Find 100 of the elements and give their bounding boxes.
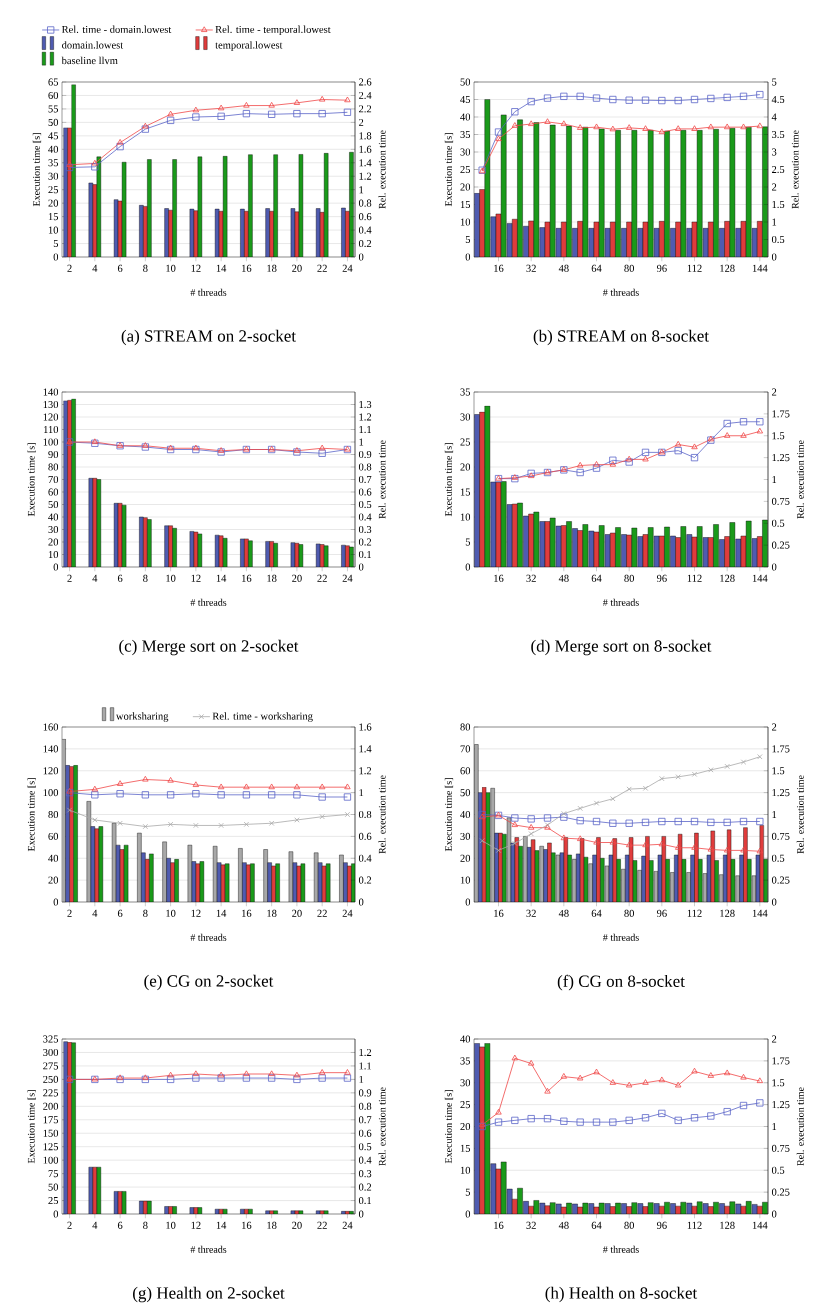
point [756,817,764,826]
x-axis-title: # threads [190,598,227,606]
point [116,780,124,786]
x-tick-label: 144 [752,574,768,582]
y2-tick-label: 0.2 [358,1183,372,1191]
y2-tick-label: 1.75 [772,410,790,418]
point [609,1079,617,1085]
y2-tick-label: 0.8 [358,1102,372,1110]
y-tick-label: 10 [460,218,471,226]
x-tick-label: 2 [67,574,72,582]
y2-tick-label: 0.8 [358,463,372,471]
y2-axis-title: Rel. execution time [796,775,804,854]
y2-tick-label: 2.6 [358,78,372,86]
point [707,94,715,103]
x-tick-label: 12 [191,909,201,917]
point [610,796,616,802]
point [561,810,567,817]
y2-tick-label: 4.5 [771,95,785,104]
point [675,125,682,131]
point [544,118,551,124]
x-tick-label: 18 [267,909,277,917]
y-tick-label: 60 [48,488,59,496]
x-axis-title: # threads [190,1245,227,1253]
x-tick-label: 22 [317,264,327,272]
y-tick-label: 80 [48,463,59,471]
point [528,831,534,837]
y-tick-label: 40 [460,1035,471,1043]
y2-tick-label: 0.6 [358,488,372,496]
point [675,440,682,447]
x-tick-label: 112 [687,264,702,272]
point [609,125,617,132]
point [593,461,600,467]
point [756,847,764,854]
point [66,807,73,813]
x-tick-label: 2 [67,909,72,917]
point [756,122,764,129]
point [268,791,276,799]
y2-axis-title: Rel. execution time [378,775,386,854]
point [577,1074,584,1081]
y2-tick-label: 0.2 [358,876,372,884]
point [626,841,633,848]
point [543,1115,552,1123]
y-tick-label: 0 [53,1210,59,1218]
y2-tick-label: 1.25 [772,1101,790,1109]
y2-tick-label: 1.5 [772,200,785,209]
y2-tick-label: 2.2 [358,105,372,113]
x-axis-title: # threads [190,288,227,296]
point [268,820,275,826]
text: (e) CG on 2-socket [144,974,274,991]
y2-tick-label: 0 [358,563,364,571]
y2-tick-label: 5 [772,78,777,86]
point [344,96,351,103]
y-tick-label: 100 [43,789,59,797]
y-tick-label: 125 [43,1143,59,1151]
point [478,1122,486,1131]
x-tick-label: 12 [191,264,201,272]
x-tick-label: 112 [687,1221,702,1229]
point [739,1101,748,1110]
x-tick-label: 14 [216,909,227,917]
x-tick-label: 32 [526,909,536,917]
y-tick-label: 80 [460,723,471,731]
y2-tick-label: 0.6 [358,1129,372,1137]
point [739,418,748,426]
point [691,844,698,850]
legend-label: Rel. time - temporal.lowest [215,25,331,36]
y2-tick-label: 1.8 [359,132,372,140]
y2-tick-label: 2 [772,183,777,191]
y-tick-label: 0 [465,1210,471,1218]
y-tick-label: 20 [460,854,471,862]
x-tick-label: 16 [242,909,252,917]
point [218,822,224,829]
x-tick-label: 96 [656,909,667,917]
point [724,763,730,770]
point [576,817,584,825]
point [243,783,250,790]
y2-tick-label: 1 [772,811,777,818]
x-tick-label: 16 [494,909,504,917]
point [243,821,250,828]
x-tick-label: 20 [292,264,302,272]
y-tick-label: 40 [460,113,471,121]
point [641,1114,650,1122]
point [609,1118,617,1126]
x-tick-label: 96 [656,1221,667,1229]
y2-tick-label: 0 [358,253,364,261]
point [142,823,149,830]
point [723,818,731,826]
x-tick-label: 4 [92,909,98,917]
y-tick-label: 175 [43,1116,59,1124]
x-tick-label: 96 [656,574,667,582]
x-tick-label: 144 [752,1221,768,1229]
y2-tick-label: 0.25 [771,541,790,549]
point [268,101,275,108]
point [658,1076,666,1083]
legend-label: domain.lowest [62,41,124,49]
point [675,844,682,850]
x-tick-label: 20 [292,1221,302,1229]
x-tick-label: 16 [494,1221,504,1229]
y2-axis-title: Rel. execution time [378,440,386,519]
point [543,94,552,102]
point [91,163,99,171]
